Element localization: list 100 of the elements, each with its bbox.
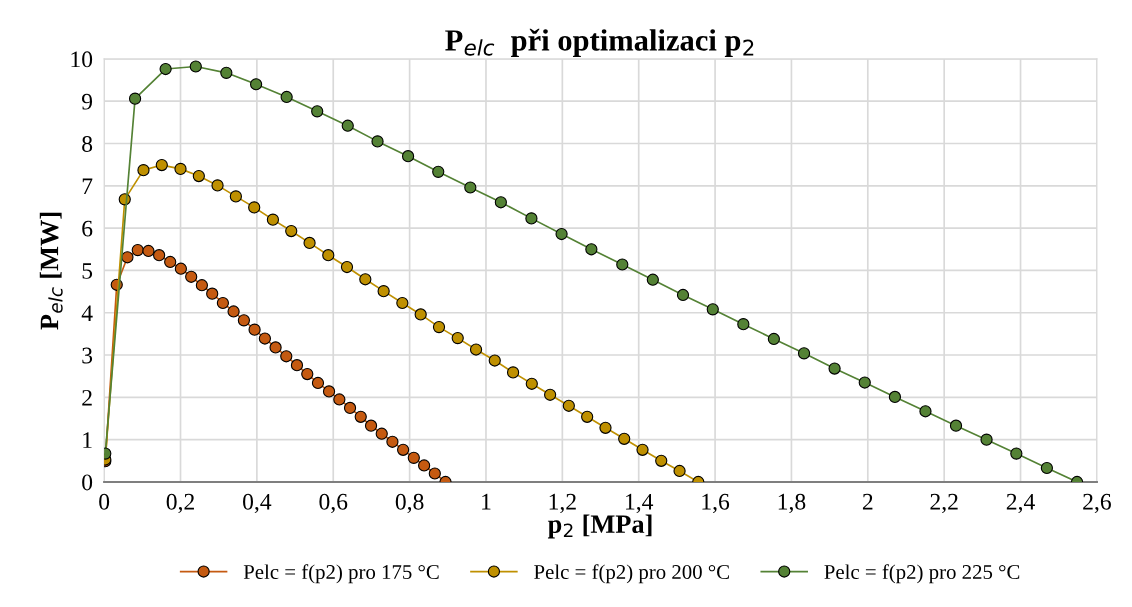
point [616,258,629,271]
point [341,119,354,132]
legend-label: Pelc = f(p2) pro 225 °C [824,564,1020,584]
point [377,285,390,298]
point [237,314,251,327]
y-tick-label: 1 [83,432,92,448]
point [375,427,388,440]
point [646,273,659,286]
point [581,410,594,423]
point [343,401,357,415]
y-axis-title: P$_{elc}$ [MW] [39,212,63,330]
point [525,377,538,390]
legend-label: Pelc = f(p2) pro 200 °C [534,564,729,584]
y-tick-label: 4 [81,305,93,321]
point [469,343,483,356]
point [189,60,202,73]
point [396,296,409,310]
point [919,405,932,418]
point [155,158,168,172]
point [364,419,378,432]
point [164,255,177,269]
point [555,227,568,241]
point [192,169,205,183]
y-tick-label: 2 [82,389,92,406]
point [407,451,420,464]
point [488,354,501,367]
x-tick-label: 1,8 [778,493,806,514]
point [767,332,780,346]
x-tick-label: 0,8 [395,493,424,514]
x-tick-label: 2,4 [1006,493,1035,514]
point [131,244,144,257]
point [585,243,598,256]
point [248,323,261,336]
point [195,279,209,292]
x-axis-title: p$_{2}$ [MPa] [547,514,652,539]
point [562,399,575,412]
point [858,376,871,389]
point [159,62,172,76]
point [354,410,367,423]
point [401,150,415,163]
x-tick-label: 1 [482,493,491,510]
point [1040,461,1053,475]
point [206,287,219,300]
point [432,321,446,334]
y-tick-label: 6 [82,220,93,237]
point [428,467,441,480]
y-tick-label: 9 [81,93,93,110]
point [737,318,750,331]
point [340,260,354,274]
point [248,201,261,214]
point [153,249,166,262]
point [250,78,263,91]
point [290,359,304,372]
y-tick-label: 7 [82,178,93,194]
point [359,273,372,286]
point [618,432,631,445]
x-tick-label: 1,2 [549,493,576,514]
point [599,421,612,434]
point [494,196,507,209]
x-tick-label: 0 [99,493,110,510]
x-tick-label: 1,6 [702,493,730,514]
chart-title: P$_{elc}$ při optimalizaci p$_{2}$ [445,28,754,57]
point [174,162,187,175]
x-tick-label: 1,4 [626,493,654,514]
point [258,332,272,345]
y-tick-label: 5 [82,263,93,279]
point [285,224,298,238]
point [322,385,336,398]
x-tick-label: 0,6 [319,493,348,514]
x-tick-label: 2 [862,493,873,510]
point [121,251,134,264]
point [828,362,841,375]
point [311,376,325,390]
point [216,296,230,310]
point [128,92,142,105]
point [432,165,445,178]
point [655,454,668,467]
point [142,244,155,258]
legend-label: Pelc = f(p2) pro 175 °C [243,564,439,584]
point [706,303,719,316]
point [386,435,399,448]
point [949,419,963,432]
point [280,350,293,363]
y-tick-label: 8 [82,135,93,152]
point [333,393,346,406]
x-tick-label: 2,6 [1083,493,1111,514]
y-tick-label: 0 [82,474,93,491]
x-tick-label: 0,4 [243,493,272,514]
point [322,249,335,262]
point [464,181,477,194]
point [397,443,410,456]
point [673,464,686,478]
point [227,305,240,318]
point [888,390,902,404]
point [371,135,384,148]
y-tick-label: 3 [82,347,93,364]
point [980,433,993,446]
point [174,262,188,275]
point [211,179,224,192]
point [269,341,282,354]
